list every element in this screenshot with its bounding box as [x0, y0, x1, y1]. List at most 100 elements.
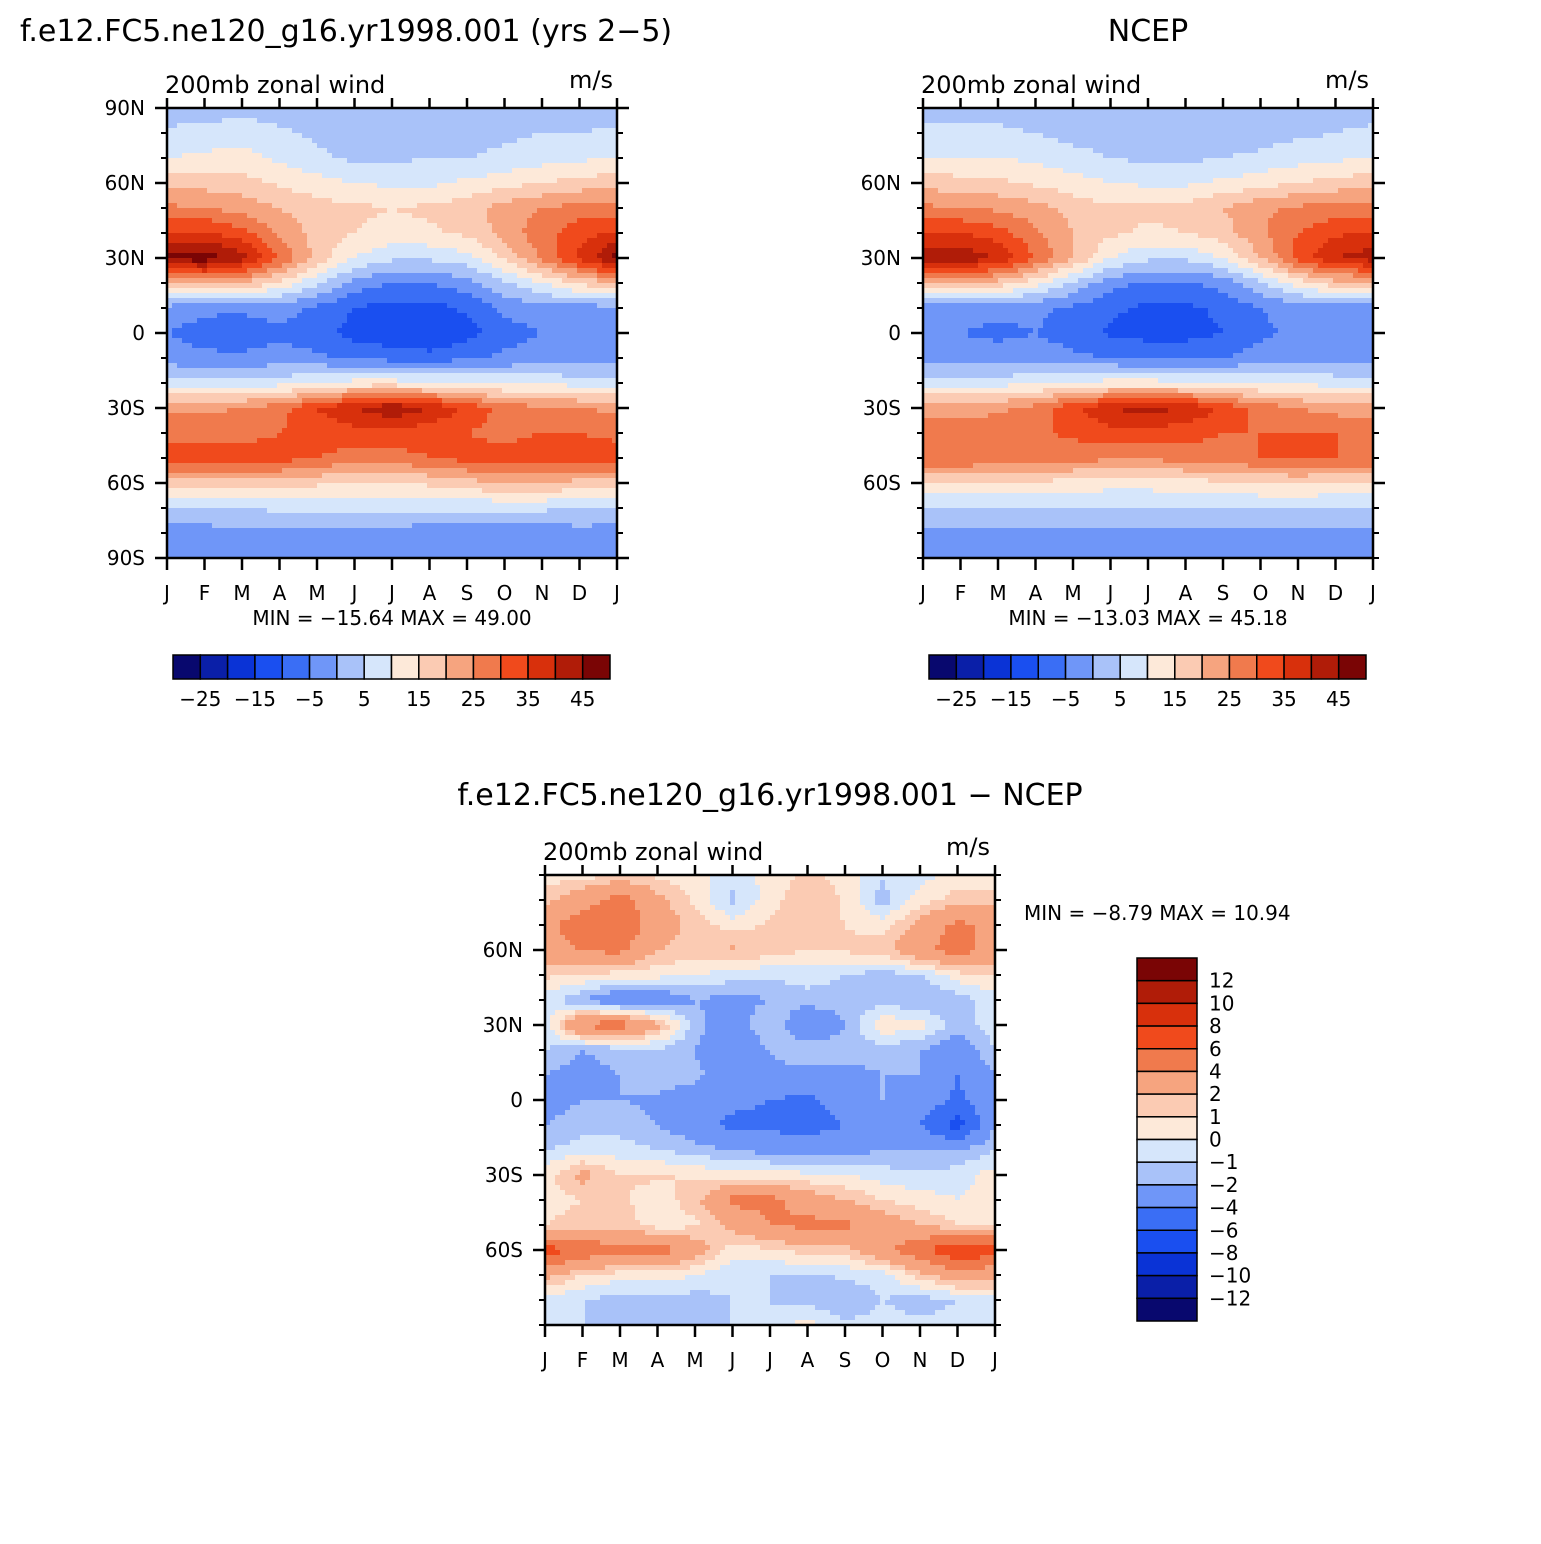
- contour-cell: [277, 348, 283, 354]
- contour-cell: [327, 208, 333, 214]
- contour-cell: [582, 163, 588, 169]
- contour-cell: [177, 263, 183, 269]
- contour-cell: [262, 118, 268, 124]
- contour-cell: [247, 198, 253, 204]
- contour-cell: [442, 143, 448, 149]
- contour-cell: [437, 293, 443, 299]
- contour-cell: [377, 308, 383, 314]
- contour-cell: [412, 213, 418, 219]
- contour-cell: [542, 313, 548, 319]
- contour-cell: [232, 368, 238, 374]
- contour-cell: [412, 363, 418, 369]
- contour-cell: [517, 358, 523, 364]
- contour-cell: [597, 198, 603, 204]
- contour-cell: [182, 198, 188, 204]
- contour-cell: [472, 323, 478, 329]
- contour-cell: [397, 323, 403, 329]
- contour-cell: [427, 243, 433, 249]
- contour-cell: [192, 213, 198, 219]
- contour-cell: [567, 338, 573, 344]
- contour-cell: [327, 178, 333, 184]
- contour-cell: [342, 133, 348, 139]
- contour-cell: [352, 298, 358, 304]
- contour-cell: [462, 263, 468, 269]
- contour-cell: [217, 203, 223, 209]
- contour-cell: [537, 368, 543, 374]
- contour-cell: [257, 303, 263, 309]
- contour-cell: [587, 248, 593, 254]
- contour-cell: [592, 248, 598, 254]
- contour-cell: [437, 373, 443, 379]
- contour-cell: [247, 298, 253, 304]
- contour-cell: [612, 343, 618, 349]
- contour-cell: [417, 113, 423, 119]
- contour-cell: [612, 358, 618, 364]
- contour-cell: [297, 308, 303, 314]
- contour-cell: [282, 173, 288, 179]
- contour-cell: [557, 308, 563, 314]
- contour-cell: [442, 373, 448, 379]
- contour-cell: [217, 113, 223, 119]
- contour-cell: [452, 238, 458, 244]
- contour-cell: [537, 128, 543, 134]
- contour-cell: [612, 243, 618, 249]
- contour-cell: [532, 223, 538, 229]
- contour-cell: [237, 348, 243, 354]
- contour-cell: [402, 163, 408, 169]
- contour-cell: [547, 268, 553, 274]
- contour-cell: [612, 133, 618, 139]
- contour-cell: [342, 233, 348, 239]
- contour-cell: [502, 263, 508, 269]
- contour-cell: [572, 188, 578, 194]
- contour-cell: [412, 358, 418, 364]
- contour-cell: [427, 273, 433, 279]
- contour-cell: [447, 178, 453, 184]
- contour-cell: [337, 298, 343, 304]
- contour-cell: [272, 173, 278, 179]
- contour-cell: [212, 368, 218, 374]
- contour-cell: [412, 238, 418, 244]
- contour-cell: [197, 193, 203, 199]
- contour-cell: [297, 113, 303, 119]
- contour-cell: [582, 288, 588, 294]
- contour-cell: [187, 218, 193, 224]
- contour-cell: [302, 123, 308, 129]
- contour-cell: [292, 113, 298, 119]
- contour-cell: [197, 243, 203, 249]
- contour-cell: [427, 193, 433, 199]
- contour-cell: [257, 163, 263, 169]
- contour-cell: [582, 193, 588, 199]
- contour-cell: [207, 313, 213, 319]
- contour-cell: [342, 248, 348, 254]
- contour-cell: [212, 308, 218, 314]
- contour-cell: [427, 328, 433, 334]
- contour-cell: [327, 253, 333, 259]
- contour-cell: [577, 268, 583, 274]
- contour-cell: [602, 268, 608, 274]
- contour-cell: [207, 278, 213, 284]
- contour-cell: [227, 288, 233, 294]
- contour-cell: [562, 213, 568, 219]
- contour-cell: [537, 178, 543, 184]
- contour-cell: [512, 243, 518, 249]
- contour-cell: [317, 338, 323, 344]
- contour-cell: [357, 128, 363, 134]
- contour-cell: [192, 358, 198, 364]
- contour-cell: [412, 318, 418, 324]
- contour-cell: [587, 128, 593, 134]
- contour-cell: [427, 163, 433, 169]
- contour-cell: [242, 163, 248, 169]
- contour-cell: [507, 193, 513, 199]
- contour-cell: [327, 168, 333, 174]
- contour-cell: [192, 378, 198, 384]
- contour-cell: [532, 298, 538, 304]
- contour-cell: [212, 338, 218, 344]
- contour-cell: [472, 113, 478, 119]
- contour-cell: [527, 313, 533, 319]
- contour-cell: [312, 173, 318, 179]
- contour-cell: [337, 333, 343, 339]
- contour-cell: [387, 253, 393, 259]
- contour-cell: [287, 228, 293, 234]
- contour-cell: [192, 203, 198, 209]
- contour-cell: [392, 333, 398, 339]
